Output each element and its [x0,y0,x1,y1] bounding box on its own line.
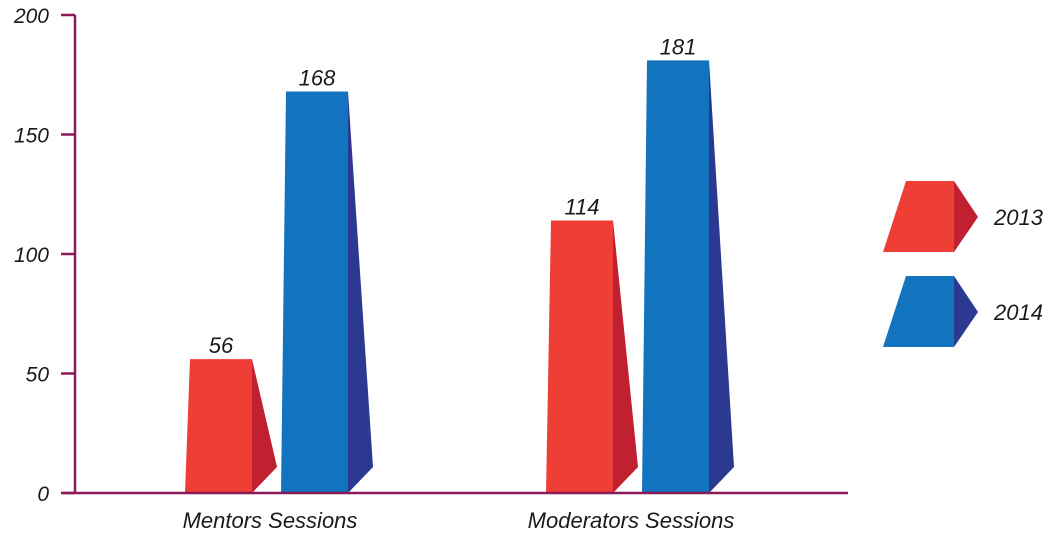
legend-item-2013: 2013 [883,181,1044,252]
y-tick-label: 50 [26,364,50,387]
bar-side-face [709,60,734,493]
bar-front-face [642,60,709,493]
bar-front-face [281,91,348,493]
bar-2014-0 [281,91,373,493]
bar-side-face [613,220,638,494]
bars-layer [185,60,734,494]
legend-label: 2013 [993,205,1044,230]
legend-swatch [883,276,954,347]
axes-layer [61,13,848,495]
bar-2013-0 [185,359,277,493]
bar-2014-1 [642,60,734,493]
data-label: 168 [299,65,336,90]
y-tick-label: 100 [14,244,49,267]
x-category-label: Mentors Sessions [183,508,358,533]
bar-front-face [185,359,252,493]
y-tick-label: 150 [14,125,49,148]
data-label: 181 [660,34,697,59]
bar-2013-1 [546,220,638,494]
bar-side-face [348,91,373,493]
y-tick-label: 200 [13,5,49,28]
bar-front-face [546,220,613,494]
x-category-label: Moderators Sessions [528,508,735,533]
legend-swatch-side [954,276,978,347]
legend-swatch-side [954,181,978,252]
legend-item-2014: 2014 [883,276,1043,347]
legend-swatch [883,181,954,252]
y-tick-label: 0 [37,483,49,506]
legend: 2013 2014 [883,181,1044,347]
bar-side-face [252,359,277,493]
data-label: 56 [209,333,234,358]
legend-label: 2014 [993,300,1043,325]
data-label: 114 [564,195,599,220]
labels-layer: 56 114 168 181 0 50 100 150 200 Mentors Sessions M… [13,5,734,533]
